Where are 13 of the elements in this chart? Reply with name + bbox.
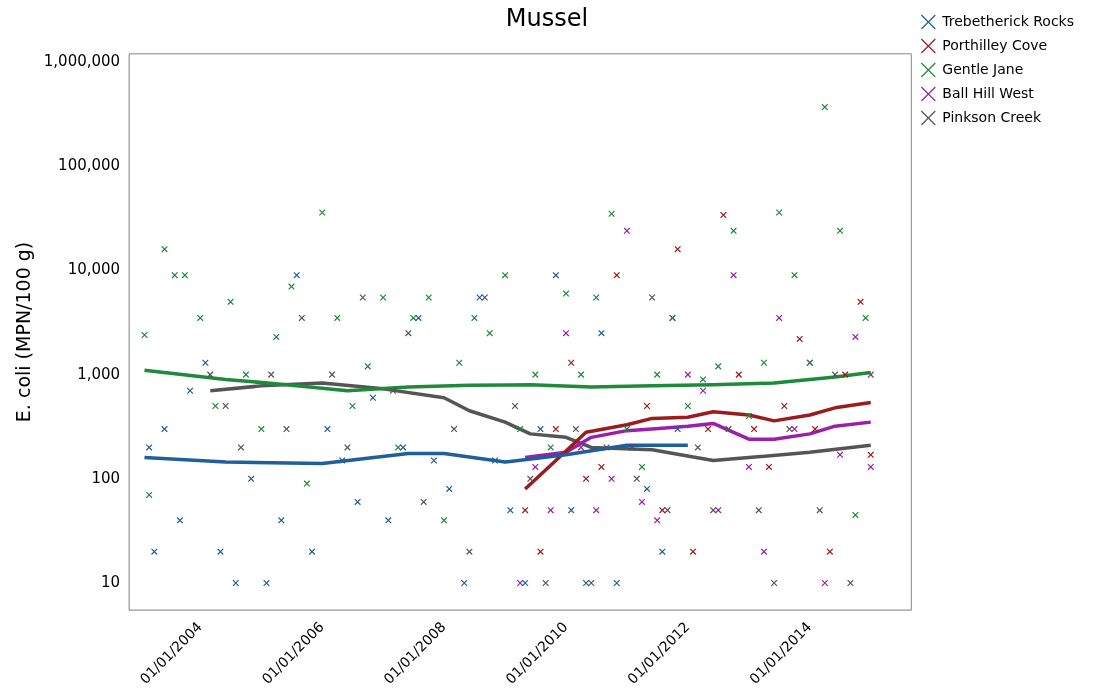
chart-title: Mussel xyxy=(505,3,589,32)
y-axis-title: E. coli (MPN/100 g) xyxy=(12,241,35,423)
y-tick-label: 1,000 xyxy=(77,364,121,383)
legend-label: Trebetherick Rocks xyxy=(941,12,1075,29)
legend-label: Pinkson Creek xyxy=(942,108,1042,125)
y-tick-label: 10 xyxy=(101,572,121,591)
y-tick-label: 100 xyxy=(91,468,121,487)
y-tick-label: 1,000,000 xyxy=(43,51,121,70)
legend-label: Ball Hill West xyxy=(942,84,1035,101)
legend-label: Gentle Jane xyxy=(942,60,1024,77)
y-tick-label: 100,000 xyxy=(58,156,121,175)
y-tick-label: 10,000 xyxy=(67,260,121,279)
legend-label: Porthilley Cove xyxy=(942,36,1048,53)
